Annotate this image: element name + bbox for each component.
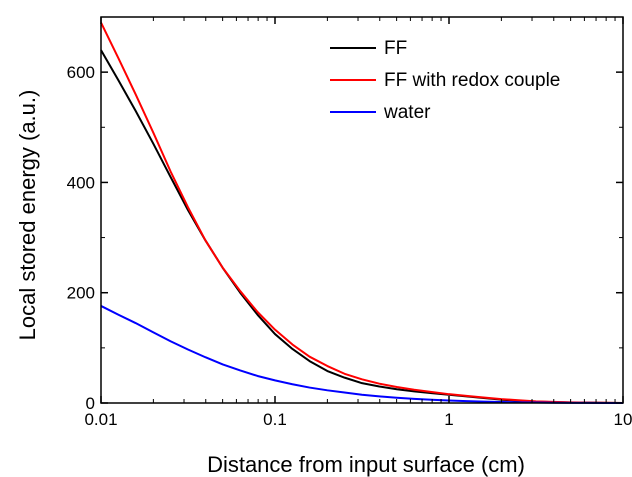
- series-line-water: [100, 305, 624, 404]
- y-axis-title: Local stored energy (a.u.): [15, 90, 40, 341]
- plot-frame: [100, 16, 624, 404]
- y-tick-label: 0: [86, 394, 95, 413]
- y-tick-label: 200: [67, 284, 95, 303]
- x-tick-label: 10: [614, 410, 632, 429]
- x-tick-label: 0.01: [84, 410, 117, 429]
- x-tick-label: 1: [444, 410, 453, 429]
- legend-label-ff: FF: [384, 38, 407, 59]
- y-tick-label: 600: [67, 63, 95, 82]
- series-line-ff-with-redox-couple: [100, 22, 624, 404]
- axis-ticks: 0.01 0.1 1 10 0 200 400 600: [67, 17, 632, 429]
- series-line-ff: [100, 49, 624, 404]
- x-axis-title: Distance from input surface (cm): [207, 452, 525, 477]
- x-tick-label: 0.1: [263, 410, 287, 429]
- legend-label-water: water: [383, 102, 431, 123]
- legend-label-ff-with-redox-couple: FF with redox couple: [384, 70, 560, 91]
- legend: FF FF with redox couple water: [330, 38, 560, 123]
- plot-area-border: [100, 16, 624, 404]
- y-tick-label: 400: [67, 173, 95, 192]
